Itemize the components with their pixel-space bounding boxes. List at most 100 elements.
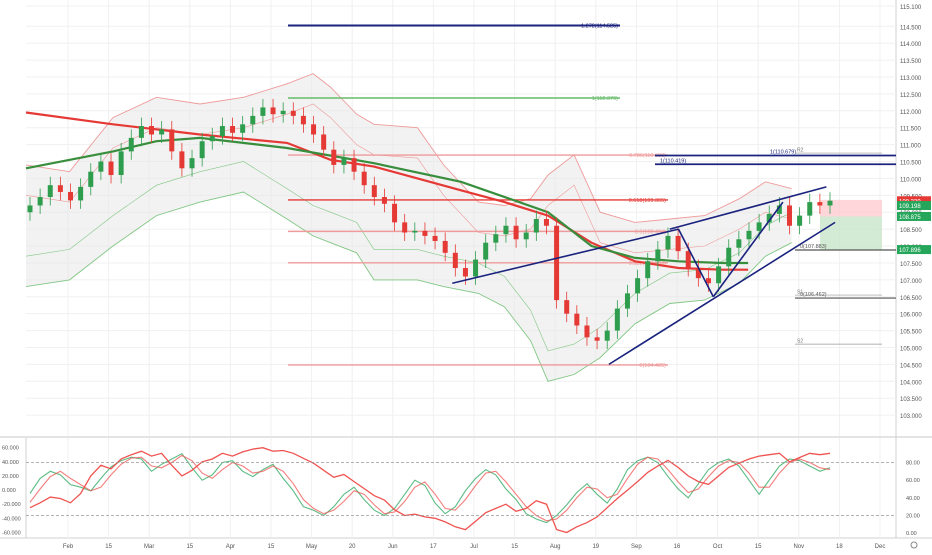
candle-body <box>351 158 357 172</box>
candle-body <box>128 137 134 152</box>
candle-body <box>655 249 661 262</box>
candle-body <box>422 230 428 236</box>
y-tick-label: 104.500 <box>900 363 922 369</box>
candle-body <box>138 126 144 138</box>
price-badge-text: 108.875 <box>899 215 921 221</box>
candle-body <box>554 225 560 301</box>
trend-line <box>608 221 836 366</box>
y-tick-label: 113.000 <box>900 76 922 82</box>
fib-label: 1.272(114.525) <box>581 23 618 29</box>
candle-body <box>442 240 448 253</box>
candle-body <box>705 278 711 284</box>
buy-zone <box>820 216 882 250</box>
x-tick-label: 15 <box>268 544 275 550</box>
level-label: 0(107.883) <box>800 244 827 250</box>
x-tick-label: Jun <box>388 544 398 550</box>
y-tick-label: 105.500 <box>900 330 922 336</box>
candle-body <box>614 308 620 331</box>
right-levels: 1(110.679)1(110.419)0(107.883)0(106.462)… <box>655 148 896 345</box>
candle-body <box>716 266 722 284</box>
x-tick-label: 19 <box>592 544 599 550</box>
oscillator-pane[interactable] <box>26 438 896 538</box>
fib-label: 0.786(110.690) <box>629 153 666 159</box>
y-tick-label: 114.000 <box>900 42 922 48</box>
candle-body <box>47 185 53 198</box>
candle-body <box>584 325 590 338</box>
fib-label: 0.618(109.365) <box>629 198 666 204</box>
price-badge <box>897 201 931 211</box>
ma-line <box>25 136 749 265</box>
oscillator-axes: 60.000 40.000 20.000 0.000 -20.000 -40.000 -60… <box>2 446 920 538</box>
osc-right-tick: 0.00 <box>906 531 917 537</box>
pivot-label: R2 <box>797 148 804 154</box>
y-tick-label: 110.000 <box>900 177 922 183</box>
stochastic-line <box>29 454 831 522</box>
y-tick-label: 103.000 <box>900 414 922 420</box>
candle-body <box>483 242 489 260</box>
candle-body <box>240 124 246 133</box>
time-axis[interactable]: Feb 15 Mar 15 Apr 15 May 20 Jun 17 Jul 15 Aug 19 Sep 16… <box>63 544 886 550</box>
band-fill <box>26 73 792 382</box>
x-tick-label: Aug <box>550 544 561 550</box>
candle-body <box>118 151 124 176</box>
candle-body <box>392 203 398 223</box>
candle-body <box>827 200 833 206</box>
candle-body <box>503 225 509 235</box>
candle-body <box>321 134 327 150</box>
trend-line <box>677 228 715 298</box>
candle-body <box>290 110 296 116</box>
y-tick-label: 105.000 <box>900 346 922 352</box>
candle-body <box>98 161 104 172</box>
candle-body <box>159 129 165 135</box>
osc-left-tick: -40.000 <box>2 516 21 522</box>
candle-body <box>695 268 701 279</box>
candle-body <box>250 115 256 125</box>
trend-line <box>452 228 679 285</box>
osc-right-tick: 20.00 <box>906 514 920 520</box>
candle-body <box>807 202 813 216</box>
gear-icon[interactable] <box>910 541 918 549</box>
candle-body <box>645 261 651 279</box>
y-tick-label: 110.500 <box>900 161 922 167</box>
candle-body <box>523 232 529 240</box>
osc-right-tick: 80.00 <box>906 460 920 466</box>
moving-averages <box>25 111 749 271</box>
candle-body <box>604 330 610 341</box>
lower-band <box>25 191 792 382</box>
x-tick-label: 15 <box>511 544 518 550</box>
y-tick-label: 111.500 <box>900 127 921 133</box>
y-tick-label: 107.500 <box>900 262 922 268</box>
candle-body <box>209 136 215 142</box>
pivot-label: S2 <box>797 339 803 345</box>
candle-body <box>462 268 468 277</box>
candle-body <box>280 110 286 115</box>
trend-line <box>669 186 827 230</box>
fib-label: 0(104.485) <box>639 363 666 369</box>
y-tick-label: 115.100 <box>900 5 922 11</box>
candle-body <box>27 205 33 213</box>
candle-body <box>78 186 84 201</box>
price-badge-text: 109.198 <box>899 204 921 210</box>
candle-body <box>624 293 630 309</box>
candle-body <box>331 149 337 165</box>
x-tick-label: Dec <box>875 544 886 550</box>
candle-body <box>513 225 519 240</box>
candle-body <box>88 171 94 187</box>
candle-body <box>219 126 225 137</box>
y-tick-label: 107.000 <box>900 279 922 285</box>
inner-lower-band <box>25 161 792 352</box>
candle-body <box>756 222 762 231</box>
candle-body <box>189 158 195 169</box>
candle-body <box>199 141 205 159</box>
osc-left-tick: -20.000 <box>2 502 21 508</box>
candle-body <box>311 124 317 135</box>
y-tick-label: 106.000 <box>900 313 922 319</box>
x-tick-label: Oct <box>713 544 723 550</box>
y-tick-label: 113.500 <box>900 59 922 65</box>
candle-body <box>746 230 752 240</box>
candle-body <box>300 115 306 125</box>
candle-body <box>260 107 266 116</box>
trend-lines <box>452 186 836 366</box>
sell-zone <box>820 199 882 217</box>
